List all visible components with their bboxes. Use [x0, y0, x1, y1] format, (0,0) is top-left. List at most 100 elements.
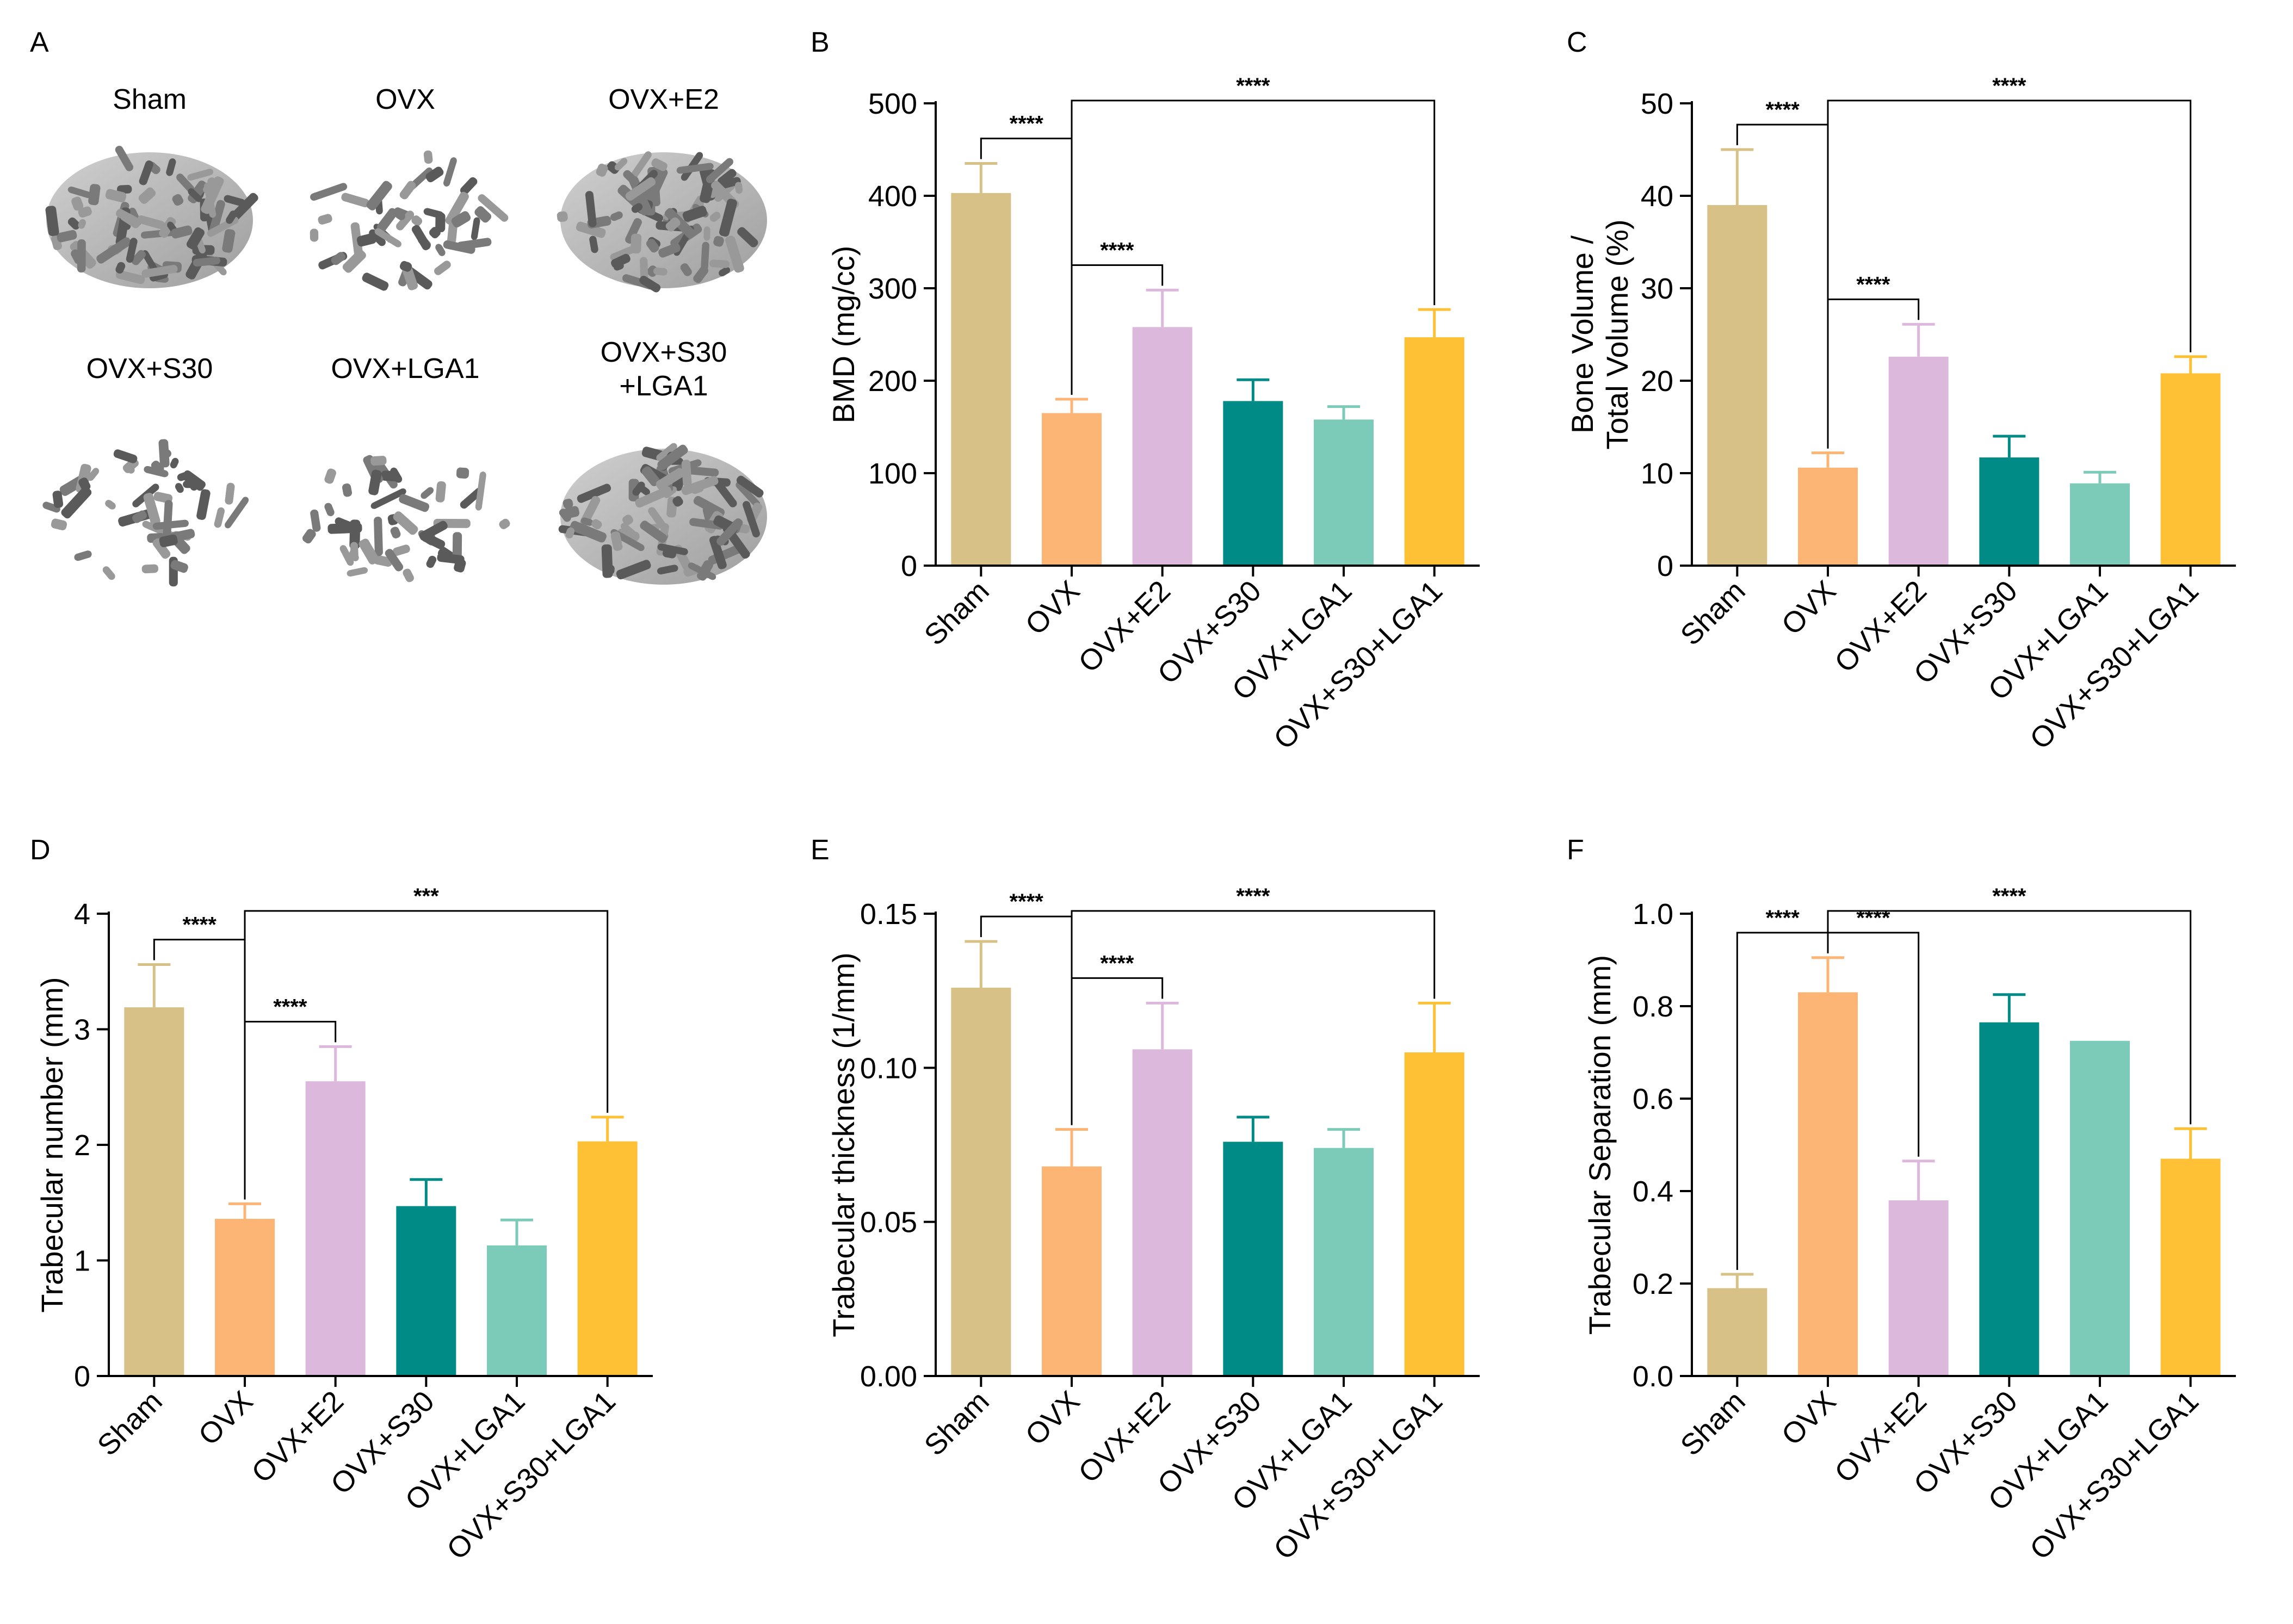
bar-4 — [2070, 1040, 2130, 1376]
y-tick-label: 4 — [74, 898, 90, 931]
bar-2 — [1888, 356, 1949, 566]
panel-label-e: E — [811, 834, 830, 866]
panel-label-c: C — [1567, 27, 1587, 58]
bar-0 — [951, 988, 1011, 1376]
bar-2 — [1888, 1200, 1949, 1376]
bar-0 — [1707, 1288, 1767, 1376]
y-tick-label: 0.15 — [860, 898, 917, 931]
micro-ct-scan-icon — [558, 443, 767, 585]
y-tick-label: 0.2 — [1633, 1268, 1673, 1300]
y-tick-label: 300 — [868, 272, 917, 305]
x-tick-label: OVX — [1019, 574, 1086, 641]
bar-4 — [487, 1245, 547, 1376]
significance-label: **** — [1100, 239, 1134, 263]
bar-4 — [1314, 1148, 1374, 1376]
micro-ct-scan-icon — [310, 150, 509, 291]
y-tick-label: 20 — [1641, 365, 1673, 398]
y-tick-label: 500 — [868, 88, 917, 120]
bar-5 — [1404, 1052, 1464, 1376]
bar-1 — [1798, 992, 1858, 1376]
y-axis-label: Trabecular thickness (1/mm) — [826, 952, 861, 1337]
x-tick-label: Sham — [1674, 574, 1752, 652]
x-tick-label: OVX+S30+LGA1 — [441, 1385, 622, 1566]
y-tick-label: 3 — [74, 1014, 90, 1046]
bar-2 — [305, 1081, 366, 1376]
bar-4 — [2070, 483, 2130, 566]
significance-label: **** — [1992, 74, 2026, 98]
micro-ct-scan-icon — [302, 455, 510, 582]
x-tick-label: OVX — [1019, 1385, 1086, 1452]
y-tick-label: 10 — [1641, 457, 1673, 490]
panel-label-d: D — [30, 834, 51, 866]
bar-5 — [2160, 1158, 2221, 1376]
bar-2 — [1132, 327, 1192, 566]
bar-1 — [1042, 413, 1102, 566]
significance-bracket: **** — [1827, 884, 2192, 1125]
y-tick-label: 0 — [74, 1360, 90, 1393]
y-axis-label: Bone Volume /Total Volume (%) — [1565, 219, 1634, 449]
significance-bracket: **** — [1827, 74, 2192, 449]
panel-a-image-label: Sham — [113, 84, 187, 115]
x-tick-label: Sham — [1674, 1385, 1752, 1462]
significance-bracket: **** — [1071, 884, 1436, 1125]
significance-label: **** — [1010, 112, 1044, 136]
y-tick-label: 0.8 — [1633, 990, 1673, 1023]
significance-label: **** — [1766, 906, 1800, 930]
y-tick-label: 1 — [74, 1245, 90, 1278]
micro-ct-scan-icon — [42, 439, 249, 587]
y-axis-label: BMD (mg/cc) — [826, 246, 861, 424]
significance-label: **** — [1236, 74, 1270, 98]
significance-bracket: **** — [1071, 74, 1436, 395]
x-tick-label: Sham — [91, 1385, 169, 1462]
bar-3 — [1223, 401, 1283, 566]
x-tick-label: OVX — [1775, 574, 1842, 641]
significance-label: **** — [1992, 884, 2026, 908]
micro-ct-scan-icon — [557, 151, 767, 293]
bar-3 — [1979, 1022, 2039, 1376]
significance-label: **** — [1010, 890, 1044, 914]
panel-label-f: F — [1567, 834, 1584, 866]
bar-3 — [1223, 1142, 1283, 1376]
y-tick-label: 50 — [1641, 88, 1673, 120]
bar-1 — [215, 1219, 275, 1376]
bar-0 — [951, 193, 1011, 566]
y-axis-label: Trabecular number (mm) — [35, 977, 69, 1312]
y-tick-label: 1.0 — [1633, 898, 1673, 931]
y-tick-label: 0.6 — [1633, 1083, 1673, 1115]
bar-1 — [1798, 467, 1858, 566]
significance-bracket: *** — [244, 884, 609, 1200]
x-tick-label: OVX+S30+LGA1 — [2024, 1385, 2205, 1566]
significance-bracket: **** — [244, 995, 337, 1200]
x-tick-label: OVX+S30+LGA1 — [1268, 1385, 1449, 1566]
y-tick-label: 2 — [74, 1129, 90, 1162]
y-tick-label: 0.05 — [860, 1206, 917, 1239]
panel-a-image-label: OVX+E2 — [608, 84, 719, 115]
x-tick-label: OVX — [1775, 1385, 1842, 1452]
bar-1 — [1042, 1166, 1102, 1376]
x-tick-label: OVX+S30+LGA1 — [2024, 574, 2205, 755]
significance-label: **** — [183, 913, 217, 937]
y-tick-label: 0.00 — [860, 1360, 917, 1393]
significance-label: **** — [1236, 884, 1270, 908]
y-tick-label: 0 — [1657, 550, 1673, 582]
panel-a-image-label: +LGA1 — [619, 370, 708, 402]
significance-label: **** — [273, 995, 307, 1019]
y-tick-label: 0 — [901, 550, 917, 582]
bar-5 — [577, 1141, 638, 1376]
x-tick-label: OVX — [192, 1385, 259, 1452]
significance-label: **** — [1856, 906, 1890, 930]
micro-ct-scan-icon — [45, 145, 258, 288]
y-tick-label: 0.10 — [860, 1052, 917, 1084]
x-tick-label: OVX+S30+LGA1 — [1268, 574, 1449, 755]
y-tick-label: 0.0 — [1633, 1360, 1673, 1393]
bar-5 — [2160, 373, 2221, 566]
bar-3 — [396, 1206, 456, 1376]
significance-label: *** — [413, 884, 439, 908]
panel-a-image-label: OVX+S30 — [601, 337, 727, 368]
panel-a-image-label: OVX+LGA1 — [331, 353, 479, 385]
